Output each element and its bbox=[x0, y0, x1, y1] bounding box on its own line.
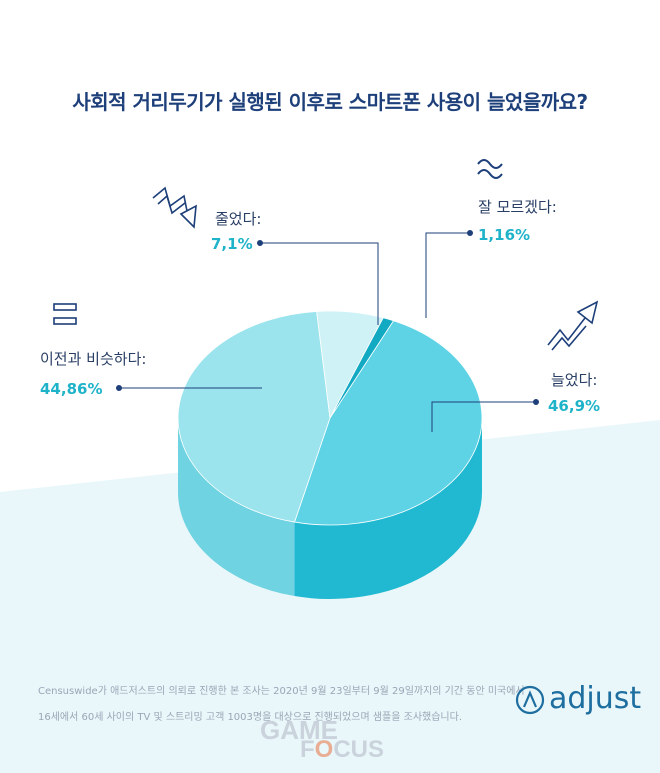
slice-value-decreased: 7,1% bbox=[211, 235, 253, 253]
equal-sign-icon bbox=[53, 303, 77, 325]
pie-side-similar bbox=[178, 418, 295, 597]
slice-value-increased: 46,9% bbox=[548, 397, 601, 415]
pie-top-group bbox=[177, 310, 483, 526]
adjust-logo-icon bbox=[515, 685, 545, 715]
slice-label-unsure: 잘 모르겠다: bbox=[478, 198, 557, 216]
leader-line-unsure bbox=[425, 232, 470, 318]
increase-arrow-icon bbox=[547, 300, 599, 351]
watermark-focus: FOCUS bbox=[300, 736, 385, 763]
slice-label-increased: 늘었다: bbox=[551, 371, 598, 389]
pie-slice-unsure bbox=[329, 317, 395, 419]
pie-side-increased bbox=[294, 418, 482, 600]
slice-value-similar: 44,86% bbox=[40, 380, 103, 398]
leader-line-increased bbox=[431, 401, 536, 432]
label-dot bbox=[116, 385, 122, 391]
footer-note-line1: Censuswide가 애드저스트의 의뢰로 진행한 본 조사는 2020년 9… bbox=[38, 686, 525, 697]
decrease-arrow-icon bbox=[152, 186, 197, 229]
slice-value-unsure: 1,16% bbox=[478, 226, 531, 244]
leader-lines bbox=[120, 232, 536, 432]
label-dot bbox=[467, 230, 473, 236]
adjust-logo: adjust bbox=[549, 681, 642, 716]
footer-note-line2: 16세에서 60세 사이의 TV 및 스트리밍 고객 1003명을 대상으로 진… bbox=[38, 712, 462, 723]
slice-label-similar: 이전과 비슷하다: bbox=[40, 350, 147, 368]
pie-slice-increased bbox=[294, 320, 483, 526]
leader-line-decreased bbox=[262, 242, 379, 325]
pie-side-group bbox=[178, 418, 482, 600]
pie-slice-similar bbox=[177, 310, 331, 523]
unsure-wave-icon bbox=[477, 159, 503, 179]
chart-title: 사회적 거리두기가 실행된 이후로 스마트폰 사용이 늘었을까요? bbox=[72, 90, 588, 114]
label-dot bbox=[533, 399, 539, 405]
slice-label-decreased: 줄었다: bbox=[215, 210, 262, 228]
watermark-game: GAME bbox=[260, 715, 338, 745]
label-dot bbox=[257, 240, 263, 246]
